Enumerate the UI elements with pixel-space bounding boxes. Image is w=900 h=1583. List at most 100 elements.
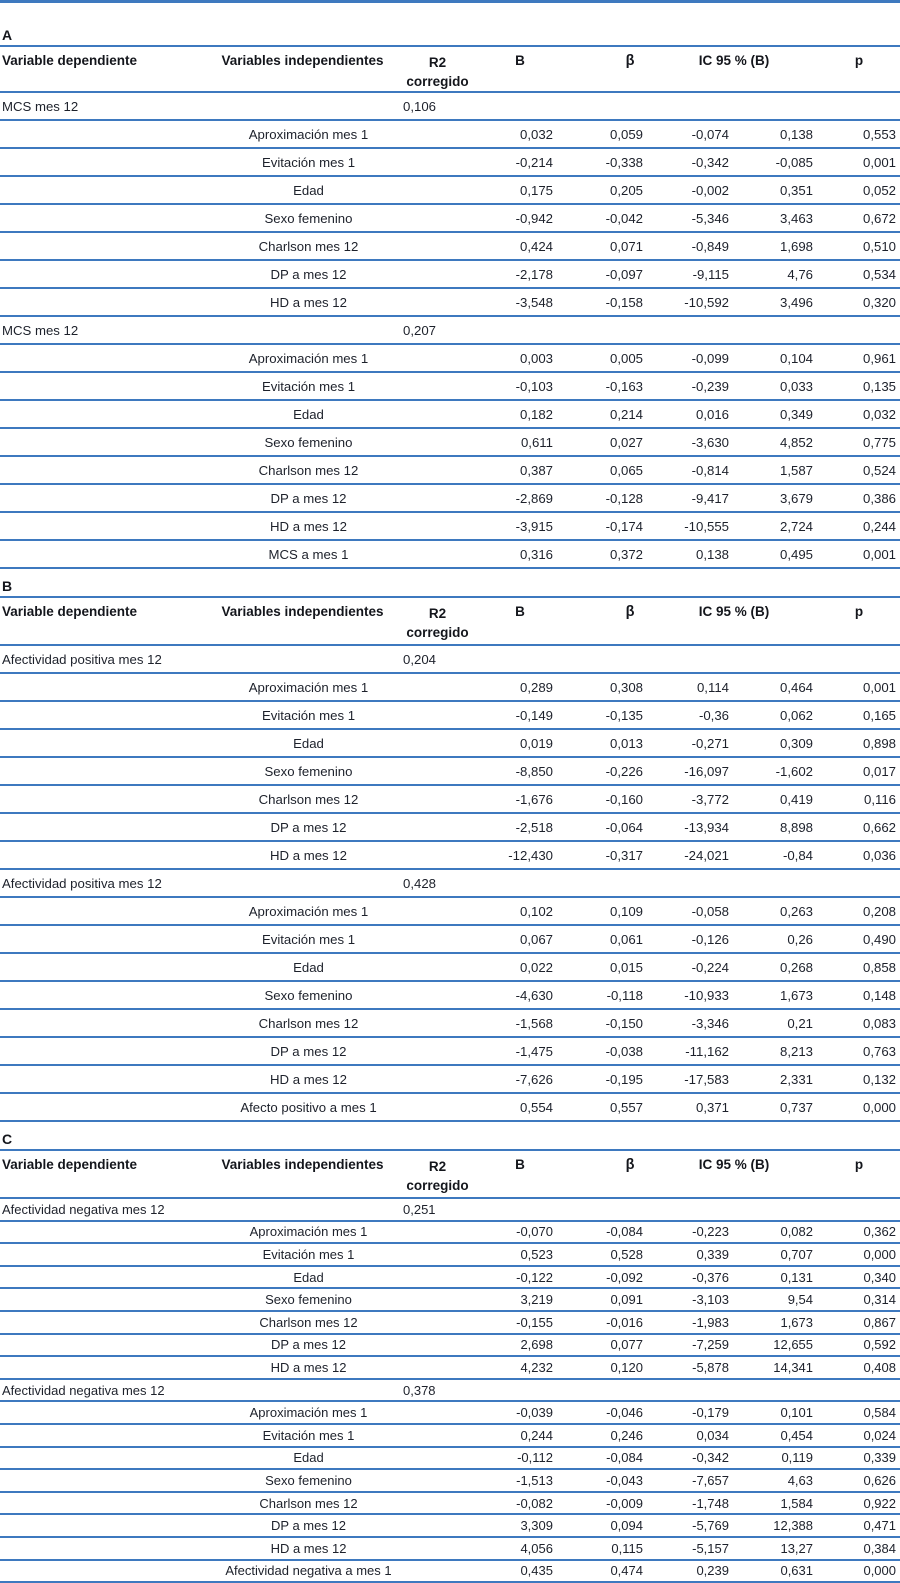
empty-cell	[0, 729, 210, 758]
independent-variable-cell: Evitación mes 1	[210, 701, 395, 730]
ic-upper-cell: 0,419	[732, 785, 819, 814]
independent-variable-cell: Edad	[210, 729, 395, 758]
col-header-dependent-variable: Variable dependiente	[0, 1151, 210, 1199]
table-row: DP a mes 12 -2,178 -0,097 -9,115 4,76 0,534	[0, 260, 900, 289]
p-value-cell: 0,362	[818, 1220, 900, 1245]
table-row: Aproximación mes 1 0,003 0,005 -0,099 0,104 0…	[0, 344, 900, 373]
independent-variable-cell: Evitación mes 1	[210, 1423, 395, 1448]
table-row: Aproximación mes 1 0,289 0,308 0,114 0,464 0,…	[0, 673, 900, 702]
independent-variable-cell: Aproximación mes 1	[210, 1401, 395, 1425]
ic-upper-cell: 9,54	[732, 1288, 819, 1312]
independent-variable-cell: DP a mes 12	[210, 1514, 395, 1538]
b-value-cell: -0,155	[480, 1310, 560, 1335]
b-value-cell: 0,182	[480, 400, 560, 429]
empty-cell	[395, 232, 480, 261]
col-header-beta: β	[560, 598, 650, 646]
beta-value-cell: -0,174	[560, 512, 650, 541]
ic-lower-cell: -5,769	[650, 1514, 732, 1538]
beta-value-cell: 0,077	[560, 1333, 650, 1358]
p-value-cell: 0,132	[818, 1065, 900, 1094]
empty-cell	[210, 645, 395, 674]
empty-cell	[395, 1288, 480, 1312]
ic-upper-cell: 0,26	[732, 925, 819, 954]
ic-lower-cell: -0,126	[650, 925, 732, 954]
col-header-beta: β	[560, 47, 650, 93]
table-row: Charlson mes 12 0,387 0,065 -0,814 1,587 0,52…	[0, 456, 900, 485]
r2-line: R2	[428, 1159, 447, 1174]
ic-lower-cell: 0,371	[650, 1093, 732, 1122]
b-value-cell: 4,056	[480, 1536, 560, 1561]
b-value-cell: -3,548	[480, 288, 560, 317]
b-value-cell: -7,626	[480, 1065, 560, 1094]
table-row: Evitación mes 1 -0,103 -0,163 -0,239 0,033 0,…	[0, 372, 900, 401]
empty-cell	[560, 645, 650, 674]
independent-variable-cell: HD a mes 12	[210, 841, 395, 870]
empty-cell	[0, 1265, 210, 1290]
b-value-cell: 0,316	[480, 540, 560, 569]
r2-value-cell: 0,378	[395, 1378, 480, 1403]
beta-value-cell: 0,308	[560, 673, 650, 702]
empty-cell	[818, 1378, 900, 1403]
independent-variable-cell: Charlson mes 12	[210, 1491, 395, 1516]
ic-lower-cell: -3,630	[650, 428, 732, 457]
table-row: DP a mes 12 -2,518 -0,064 -13,934 8,898 0,662	[0, 813, 900, 842]
empty-cell	[0, 1288, 210, 1312]
empty-cell	[395, 512, 480, 541]
ic-lower-cell: 0,034	[650, 1423, 732, 1448]
empty-cell	[480, 316, 560, 345]
p-value-cell: 0,116	[818, 785, 900, 814]
empty-cell	[395, 344, 480, 373]
empty-cell	[395, 176, 480, 205]
independent-variable-cell: DP a mes 12	[210, 260, 395, 289]
independent-variable-cell: Aproximación mes 1	[210, 673, 395, 702]
independent-variable-cell: Sexo femenino	[210, 757, 395, 786]
empty-cell	[395, 897, 480, 926]
beta-value-cell: 0,205	[560, 176, 650, 205]
empty-cell	[0, 841, 210, 870]
p-value-cell: 0,001	[818, 148, 900, 177]
ic-upper-cell: 0,138	[732, 120, 819, 149]
empty-cell	[395, 925, 480, 954]
empty-cell	[732, 869, 819, 898]
p-value-cell: 0,672	[818, 204, 900, 233]
ic-lower-cell: -5,878	[650, 1356, 732, 1380]
p-value-cell: 0,584	[818, 1401, 900, 1425]
beta-value-cell: 0,109	[560, 897, 650, 926]
empty-cell	[0, 120, 210, 149]
table-body: Afectividad positiva mes 12 0,204 Aproxima…	[0, 645, 900, 1122]
empty-cell	[0, 1446, 210, 1471]
p-value-cell: 0,763	[818, 1037, 900, 1066]
empty-cell	[395, 729, 480, 758]
table-row: Afecto positivo a mes 1 0,554 0,557 0,371 0,…	[0, 1093, 900, 1122]
independent-variable-cell: HD a mes 12	[210, 288, 395, 317]
table-row: Charlson mes 12 -0,155 -0,016 -1,983 1,673 0,…	[0, 1310, 900, 1335]
b-value-cell: 0,387	[480, 456, 560, 485]
independent-variable-cell: DP a mes 12	[210, 1333, 395, 1358]
empty-cell	[650, 316, 732, 345]
empty-cell	[395, 540, 480, 569]
col-header-r2-corregido: R2 corregido	[395, 598, 480, 646]
b-value-cell: -2,178	[480, 260, 560, 289]
empty-cell	[0, 1333, 210, 1358]
table-row: Sexo femenino -1,513 -0,043 -7,657 4,63 0,626	[0, 1469, 900, 1493]
ic-lower-cell: -0,342	[650, 1446, 732, 1471]
empty-cell	[0, 344, 210, 373]
empty-cell	[732, 316, 819, 345]
table-row: Evitación mes 1 0,067 0,061 -0,126 0,26 0,490	[0, 925, 900, 954]
table-row: MCS a mes 1 0,316 0,372 0,138 0,495 0,001	[0, 540, 900, 569]
independent-variable-cell: Afecto positivo a mes 1	[210, 1093, 395, 1122]
table-body: MCS mes 12 0,106 Aproximación mes 1 0,032 0,…	[0, 92, 900, 569]
empty-cell	[395, 1243, 480, 1267]
empty-cell	[210, 1198, 395, 1222]
ic-lower-cell: -13,934	[650, 813, 732, 842]
independent-variable-cell: Charlson mes 12	[210, 785, 395, 814]
ic-upper-cell: 3,679	[732, 484, 819, 513]
table-row: DP a mes 12 2,698 0,077 -7,259 12,655 0,592	[0, 1333, 900, 1358]
ic-lower-cell: -0,376	[650, 1265, 732, 1290]
ic-upper-cell: 3,463	[732, 204, 819, 233]
ic-lower-cell: -0,002	[650, 176, 732, 205]
beta-value-cell: 0,061	[560, 925, 650, 954]
beta-value-cell: -0,038	[560, 1037, 650, 1066]
b-value-cell: -0,214	[480, 148, 560, 177]
empty-cell	[0, 148, 210, 177]
